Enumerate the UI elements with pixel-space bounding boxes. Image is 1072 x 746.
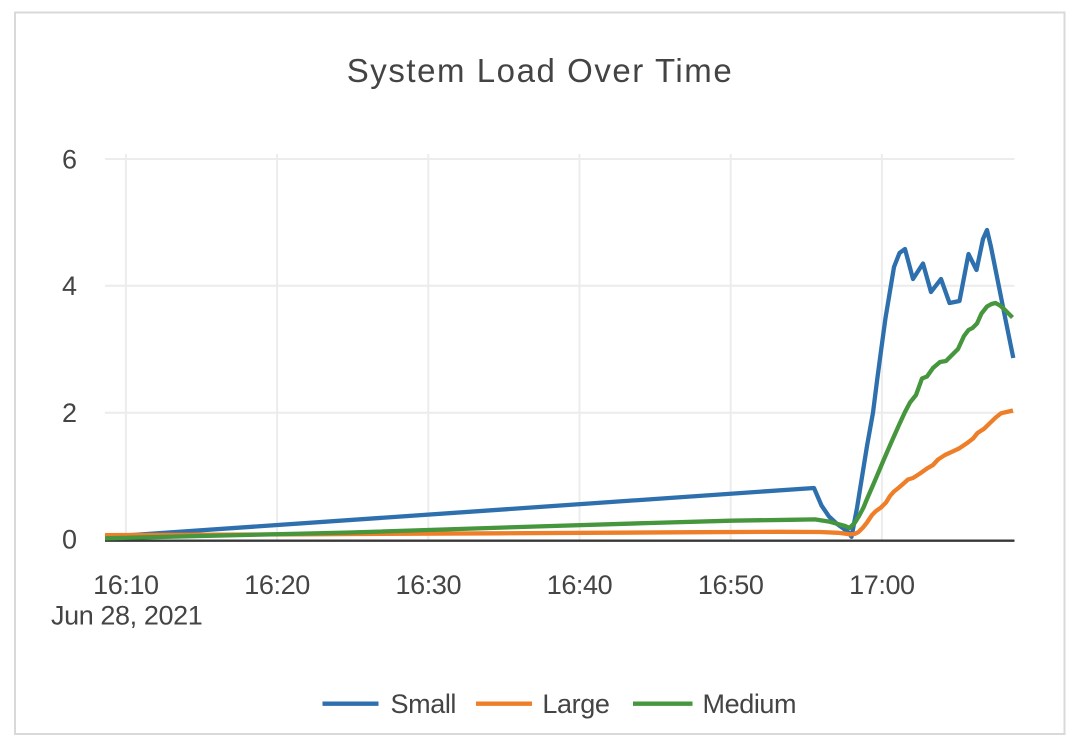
svg-text:17:00: 17:00 — [849, 570, 915, 600]
svg-text:6: 6 — [62, 144, 77, 174]
svg-text:16:40: 16:40 — [547, 570, 613, 600]
svg-text:Jun 28, 2021: Jun 28, 2021 — [51, 601, 202, 631]
svg-text:0: 0 — [62, 525, 77, 555]
svg-text:System Load Over Time: System Load Over Time — [347, 52, 734, 89]
svg-text:16:10: 16:10 — [93, 570, 159, 600]
svg-text:16:30: 16:30 — [396, 570, 462, 600]
svg-text:Small: Small — [391, 689, 457, 719]
svg-text:Medium: Medium — [703, 689, 797, 719]
svg-text:16:50: 16:50 — [698, 570, 764, 600]
svg-text:2: 2 — [62, 398, 77, 428]
svg-text:16:20: 16:20 — [244, 570, 310, 600]
svg-text:4: 4 — [62, 271, 77, 301]
svg-text:Large: Large — [542, 689, 609, 719]
